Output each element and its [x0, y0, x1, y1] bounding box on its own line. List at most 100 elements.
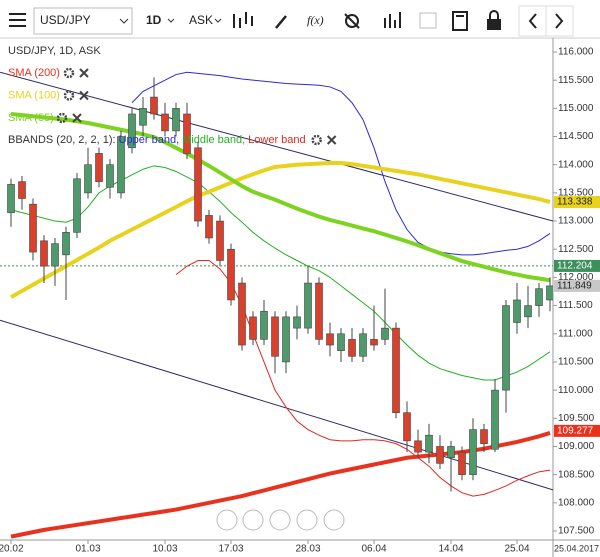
- candle-body: [315, 282, 323, 340]
- candle-body: [502, 305, 510, 391]
- candle-body: [469, 429, 477, 475]
- legend-entry: Middle band,: [182, 134, 245, 146]
- x-end-label: 25.04.2017: [554, 543, 599, 553]
- y-tick-label: 110.000: [558, 385, 594, 396]
- remove-icon[interactable]: [79, 90, 89, 101]
- legend-entry: SMA (200): [8, 67, 60, 79]
- candle-body: [238, 282, 246, 346]
- y-tick-label: 115.000: [558, 103, 594, 114]
- y-tick-label: 113.500: [558, 188, 594, 199]
- candle-body: [447, 446, 455, 459]
- candle-body: [29, 203, 37, 253]
- zoom-in[interactable]: [296, 509, 318, 531]
- candle-body: [425, 434, 433, 453]
- candle-body: [40, 240, 48, 267]
- y-tick-label: 113.000: [558, 216, 594, 227]
- settings-icon[interactable]: [63, 67, 75, 79]
- interval[interactable]: 1D: [146, 13, 162, 27]
- settings-icon[interactable]: [63, 90, 75, 101]
- price-tag-label: 109.277: [557, 426, 594, 437]
- menu-button[interactable]: [4, 8, 30, 32]
- price-side[interactable]: ASK: [189, 13, 213, 27]
- trend-line: [0, 71, 553, 222]
- symbol-dropdown[interactable]: USD/JPY: [33, 7, 133, 35]
- legend-entry: Upper band,: [119, 134, 180, 146]
- candle-body: [348, 339, 356, 357]
- side-dropdown[interactable]: ASK: [189, 13, 222, 27]
- candle-body: [392, 327, 400, 413]
- sma-line: [10, 111, 551, 283]
- lock-button[interactable]: [487, 10, 501, 30]
- x-tick-label: 17.03: [218, 544, 243, 555]
- candle-body: [194, 147, 202, 222]
- price-tag: [554, 196, 600, 209]
- candle-body: [62, 232, 70, 256]
- zoom-out[interactable]: [242, 509, 264, 531]
- scroll-left[interactable]: [216, 509, 238, 531]
- x-tick-label: 06.04: [361, 544, 386, 555]
- candle-body: [524, 305, 532, 318]
- band-line: [10, 165, 551, 381]
- price-tag: [554, 259, 600, 272]
- candle-body: [337, 333, 345, 351]
- candle-body: [106, 164, 114, 188]
- interval-dropdown[interactable]: 1D: [146, 13, 175, 27]
- candle-body: [480, 429, 488, 444]
- y-tick-label: 111.000: [558, 328, 593, 339]
- candle-body: [326, 333, 334, 346]
- candle-body: [227, 248, 235, 301]
- candle-body: [282, 316, 290, 363]
- x-tick-label: 20.02: [0, 544, 24, 555]
- volume-button[interactable]: [384, 12, 401, 28]
- toolbar: USD/JPY 1D ASK f(x): [0, 0, 600, 39]
- y-tick-label: 114.000: [558, 159, 594, 170]
- legend-entry: BBANDS (20, 2, 2, 1):: [8, 134, 116, 146]
- y-tick-label: 111.500: [558, 300, 593, 311]
- reset[interactable]: [269, 509, 291, 531]
- candle-body: [370, 339, 378, 346]
- draw-button[interactable]: [275, 15, 287, 29]
- candle-body: [205, 215, 213, 239]
- chart-type-button[interactable]: [233, 12, 253, 28]
- candle-body: [139, 108, 147, 126]
- settings-icon[interactable]: [56, 112, 68, 124]
- legend-entry: SMA (100): [8, 89, 60, 101]
- candle-body: [403, 412, 411, 442]
- candle-body: [414, 440, 422, 453]
- remove-icon[interactable]: [326, 135, 337, 145]
- band-line: [131, 71, 551, 256]
- plot: [0, 71, 553, 539]
- candle-body: [513, 299, 521, 323]
- candle-body: [117, 136, 125, 194]
- y-tick-label: 116.000: [558, 47, 594, 58]
- candle-body: [95, 153, 103, 182]
- settings-icon[interactable]: [311, 134, 322, 146]
- y-tick-label: 109.500: [558, 413, 595, 424]
- remove-icon[interactable]: [72, 113, 82, 123]
- candle-body: [491, 389, 499, 450]
- y-tick-label: 107.500: [558, 526, 595, 537]
- x-tick-label: 25.04: [504, 544, 529, 555]
- candle-body: [436, 446, 444, 464]
- candle-body: [359, 333, 367, 357]
- next-button[interactable]: [545, 5, 574, 37]
- candle-body: [183, 113, 191, 154]
- price-tag-label: 112.204: [557, 261, 593, 272]
- legend-entry: SMA (55): [8, 112, 54, 124]
- remove-icon[interactable]: [79, 68, 89, 78]
- prev-button[interactable]: [518, 5, 547, 37]
- calendar-button[interactable]: [419, 12, 437, 29]
- symbol[interactable]: USD/JPY: [40, 13, 91, 27]
- settings-button[interactable]: [344, 13, 360, 29]
- indicator-button[interactable]: f(x): [307, 13, 324, 27]
- candle-body: [293, 316, 301, 329]
- x-tick-label: 01.03: [75, 544, 100, 555]
- nav-buttons: [216, 509, 345, 531]
- scroll-right[interactable]: [323, 509, 345, 531]
- legend-title: USD/JPY, 1D, ASK: [8, 45, 101, 57]
- candle-body: [7, 184, 15, 213]
- legend: USD/JPY, 1D, ASK SMA (200) SMA (100) SMA (…: [8, 45, 337, 146]
- calculator-button[interactable]: [452, 11, 468, 31]
- price-tag-label: 113.338: [557, 197, 593, 208]
